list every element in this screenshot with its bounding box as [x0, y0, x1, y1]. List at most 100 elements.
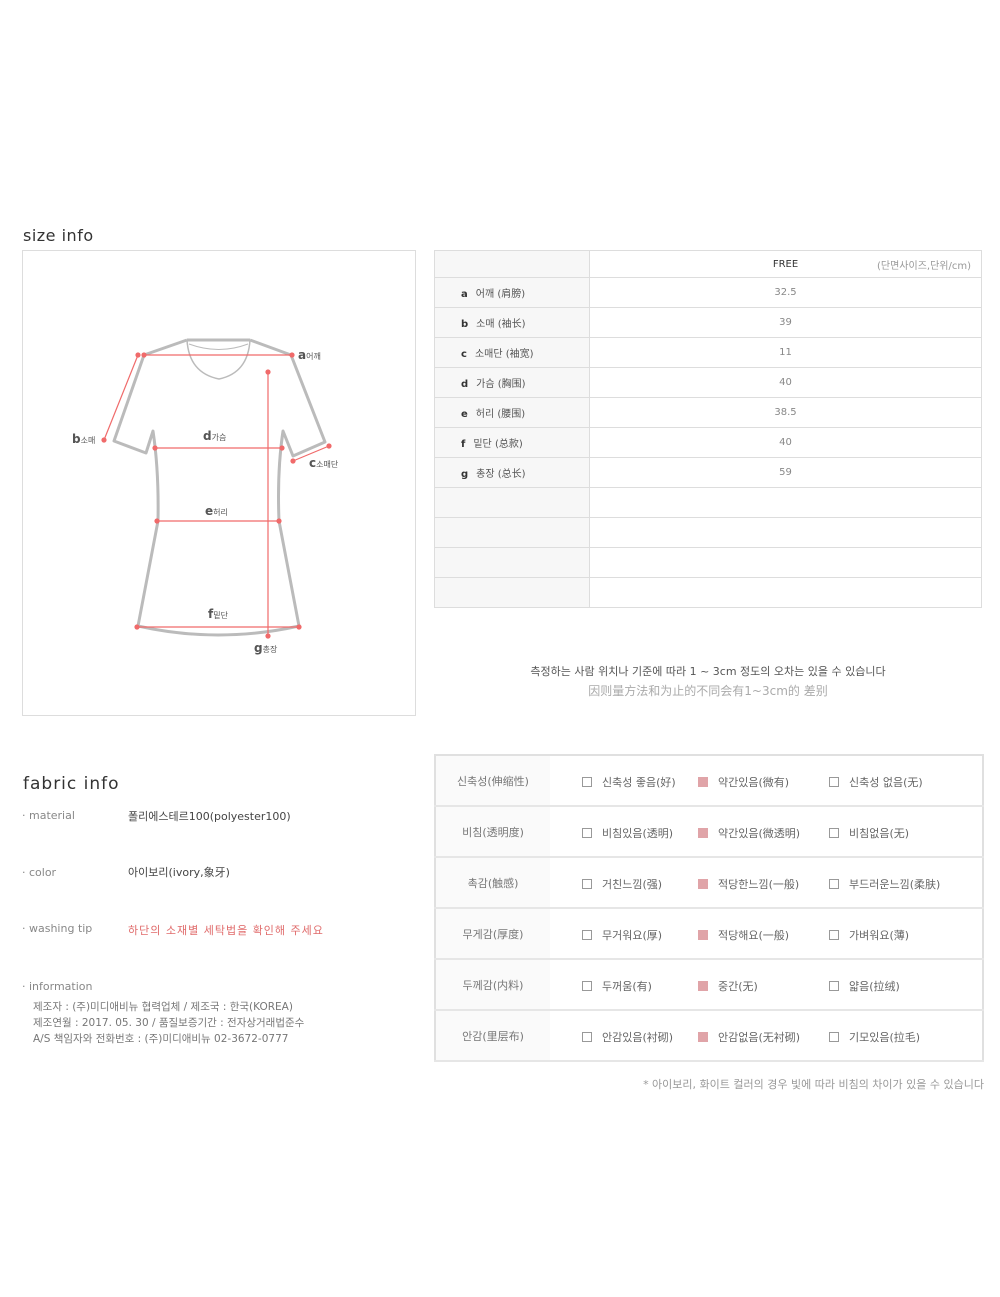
fabric-option: 안감없음(无衬砌): [698, 1029, 800, 1045]
fabric-option: 무거워요(厚): [582, 927, 662, 943]
table-row: d 가슴 (胸围) 40: [434, 367, 982, 398]
table-row: b 소매 (袖长) 39: [434, 307, 982, 338]
color-value: 아이보리(ivory,象牙): [128, 866, 230, 879]
fabric-row: 신축성(伸缩性) 신축성 좋음(好) 약간있음(微有) 신축성 없음(无): [435, 755, 983, 807]
fabric-option-label: 비침있음(透明): [602, 827, 674, 840]
table-row: e 허리 (腰围) 38.5: [434, 397, 982, 428]
table-row: f 밑단 (总款) 40: [434, 427, 982, 458]
label-f: f밑단: [208, 607, 229, 621]
table-row: a 어깨 (肩膀) 32.5: [434, 277, 982, 308]
material-value: 폴리에스테르100(polyester100): [128, 810, 291, 823]
fabric-row-label: 두께감(内料): [435, 959, 550, 1011]
fabric-option: 비침없음(无): [829, 825, 909, 841]
measure-note-cn: 因则量方法和为止的不同会有1~3cm的 差别: [588, 684, 828, 698]
unchecked-box-icon: [582, 930, 592, 940]
fabric-row-label: 무게감(厚度): [435, 908, 550, 960]
fabric-option: 기모있음(拉毛): [829, 1029, 920, 1045]
fabric-option-label: 거친느낌(强): [602, 878, 663, 891]
fabric-option: 신축성 없음(无): [829, 774, 923, 790]
fabric-option-label: 약간있음(微有): [718, 776, 790, 789]
size-table: FREE (단면사이즈,단위/cm) a 어깨 (肩膀) 32.5 b 소매 (袖长)…: [434, 250, 982, 608]
unchecked-box-icon: [582, 1032, 592, 1042]
checked-box-icon: [698, 981, 708, 991]
fabric-row-label: 신축성(伸缩性): [435, 755, 550, 807]
label-c: c소매단: [309, 456, 339, 470]
fabric-option-label: 적당한느낌(一般): [718, 878, 800, 891]
fabric-option-label: 적당해요(一般): [718, 929, 790, 942]
size-info-title: size info: [23, 226, 94, 245]
unchecked-box-icon: [829, 981, 839, 991]
unchecked-box-icon: [582, 981, 592, 991]
measure-line-c: [292, 445, 330, 462]
washing-value: 하단의 소재별 세탁법을 확인해 주세요: [128, 924, 324, 937]
fabric-option-label: 두꺼움(有): [602, 980, 652, 993]
color-label: · color: [22, 866, 57, 879]
empty-row: [434, 517, 982, 548]
unchecked-box-icon: [829, 828, 839, 838]
table-row: g 총장 (总长) 59: [434, 457, 982, 488]
information-text: 제조자 : (주)미디애비뉴 협력업체 / 제조국 : 한국(KOREA) 제조…: [33, 999, 304, 1047]
label-d: d가슴: [203, 429, 226, 443]
unchecked-box-icon: [582, 879, 592, 889]
unchecked-box-icon: [829, 879, 839, 889]
fabric-row: 비침(透明度) 비침있음(透明) 약간있음(微透明) 비침없음(无): [435, 806, 983, 858]
fabric-option-label: 안감있음(衬砌): [602, 1031, 674, 1044]
checked-box-icon: [698, 828, 708, 838]
fabric-option-label: 부드러운느낌(柔肤): [849, 878, 941, 891]
tshirt-diagram: a어깨 b소매 c소매단 d가슴 e허리 f밑단 g총장: [72, 338, 339, 655]
unchecked-box-icon: [582, 777, 592, 787]
fabric-footnote: * 아이보리, 화이트 컬러의 경우 빛에 따라 비침의 차이가 있을 수 있습…: [643, 1078, 984, 1091]
info-line: 제조자 : (주)미디애비뉴 협력업체 / 제조국 : 한국(KOREA): [33, 1001, 293, 1013]
empty-row: [434, 577, 982, 608]
washing-label: · washing tip: [22, 922, 93, 935]
fabric-row: 촉감(触感) 거친느낌(强) 적당한느낌(一般) 부드러운느낌(柔肤): [435, 857, 983, 909]
fabric-option-label: 무거워요(厚): [602, 929, 663, 942]
fabric-option-label: 기모있음(拉毛): [849, 1031, 921, 1044]
fabric-option-label: 가벼워요(薄): [849, 929, 910, 942]
label-b: b소매: [72, 432, 95, 446]
fabric-row-label: 촉감(触感): [435, 857, 550, 909]
fabric-option: 안감있음(衬砌): [582, 1029, 673, 1045]
fabric-option-label: 약간있음(微透明): [718, 827, 801, 840]
size-diagram: a어깨 b소매 c소매단 d가슴 e허리 f밑단 g총장: [22, 250, 416, 716]
table-row: c 소매단 (袖宽) 11: [434, 337, 982, 368]
fabric-option-label: 신축성 좋음(好): [602, 776, 676, 789]
label-a: a어깨: [298, 348, 321, 362]
fabric-option-label: 비침없음(无): [849, 827, 910, 840]
fabric-option: 중간(无): [698, 978, 758, 994]
fabric-option: 비침있음(透明): [582, 825, 673, 841]
unchecked-box-icon: [582, 828, 592, 838]
label-e: e허리: [205, 504, 228, 518]
unit-note: (단면사이즈,단위/cm): [877, 261, 971, 272]
info-line: 제조연월 : 2017. 05. 30 / 품질보증기간 : 전자상거래법준수: [33, 1017, 305, 1029]
fabric-option-label: 중간(无): [718, 980, 758, 993]
fabric-option: 적당해요(一般): [698, 927, 789, 943]
fabric-option: 신축성 좋음(好): [582, 774, 676, 790]
fabric-option: 부드러운느낌(柔肤): [829, 876, 940, 892]
information-label: · information: [22, 980, 93, 993]
fabric-info-title: fabric info: [23, 774, 120, 794]
fabric-option: 거친느낌(强): [582, 876, 662, 892]
fabric-option: 약간있음(微透明): [698, 825, 800, 841]
fabric-option: 두꺼움(有): [582, 978, 652, 994]
info-line: A/S 책임자와 전화번호 : (주)미디애비뉴 02-3672-0777: [33, 1033, 289, 1045]
fabric-option: 적당한느낌(一般): [698, 876, 799, 892]
fabric-row: 안감(里层布) 안감있음(衬砌) 안감없음(无衬砌) 기모있음(拉毛): [435, 1010, 983, 1062]
label-g: g총장: [254, 641, 278, 655]
size-table-header: FREE (단면사이즈,단위/cm): [434, 250, 982, 278]
fabric-row-label: 안감(里层布): [435, 1010, 550, 1062]
fabric-option: 얇음(拉绒): [829, 978, 900, 994]
measure-note-ko: 측정하는 사람 위치나 기준에 따라 1 ~ 3cm 정도의 오차는 있을 수 …: [530, 665, 886, 678]
unchecked-box-icon: [829, 777, 839, 787]
fabric-properties-table: 신축성(伸缩性) 신축성 좋음(好) 약간있음(微有) 신축성 없음(无) 비침(透明度…: [434, 754, 984, 1062]
checked-box-icon: [698, 930, 708, 940]
fabric-row: 무게감(厚度) 무거워요(厚) 적당해요(一般) 가벼워요(薄): [435, 908, 983, 960]
empty-row: [434, 547, 982, 578]
fabric-option: 약간있음(微有): [698, 774, 789, 790]
fabric-row: 두께감(内料) 두꺼움(有) 중간(无) 얇음(拉绒): [435, 959, 983, 1011]
fabric-option: 가벼워요(薄): [829, 927, 909, 943]
fabric-option-label: 얇음(拉绒): [849, 980, 900, 993]
unchecked-box-icon: [829, 930, 839, 940]
fabric-row-label: 비침(透明度): [435, 806, 550, 858]
